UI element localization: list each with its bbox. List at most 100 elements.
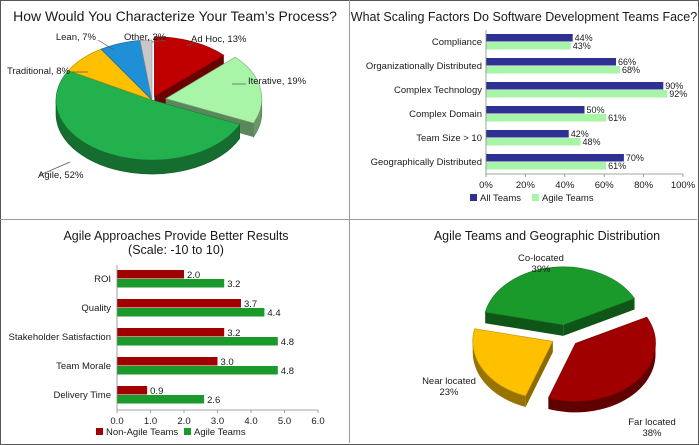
pie2-slice-side: [548, 343, 656, 413]
vertical-divider: [349, 0, 350, 443]
chart3-tick-label: 5.0: [278, 416, 291, 427]
pie2-slice: [484, 266, 635, 326]
chart3-bar: [117, 395, 205, 404]
chart3-bar: [117, 279, 225, 288]
chart3-tick-label: 0.0: [110, 416, 123, 427]
chart2-tick-label: 100%: [671, 180, 696, 191]
chart2-bar: [486, 114, 607, 122]
pie1-slice: [165, 56, 263, 124]
chart2-bar: [486, 66, 620, 74]
chart3-bar: [117, 366, 278, 375]
chart3-data-label: 4.8: [281, 337, 294, 348]
chart3-tick-label: 3.0: [211, 416, 224, 427]
chart2-category-label: Complex Domain: [409, 109, 482, 120]
chart3-legend-swatch: [184, 428, 191, 435]
chart3-data-label: 3.0: [221, 357, 234, 368]
chart2-data-label: 66%: [618, 57, 636, 67]
pie2-slice: [472, 328, 554, 397]
chart3-bar: [117, 357, 218, 366]
chart2-data-label: 61%: [608, 161, 626, 171]
chart3-data-label: 3.2: [227, 328, 240, 339]
chart2-bar: [486, 82, 664, 90]
chart2-bar: [486, 34, 573, 42]
chart3-bar: [117, 386, 148, 395]
pie1-leader-line: [186, 41, 196, 47]
pie1-leader-line: [97, 39, 115, 51]
chart3-category-label: Team Morale: [56, 361, 111, 372]
chart3-bar: [117, 328, 225, 337]
chart2-category-label: Team Size > 10: [416, 133, 482, 144]
chart2-category-label: Geographically Distributed: [371, 157, 482, 168]
pie2-slice-percent: 39%: [531, 264, 551, 275]
chart2-data-label: 61%: [608, 113, 626, 123]
chart3-category-label: Quality: [81, 303, 111, 314]
pie1-slice-label: Traditional, 8%: [7, 66, 71, 77]
chart3-data-label: 3.7: [244, 299, 257, 310]
chart2-data-label: 48%: [583, 137, 601, 147]
chart2-data-label: 50%: [587, 105, 605, 115]
pie1-slice-label: Agile, 52%: [38, 170, 84, 181]
chart2-legend-label: Agile Teams: [542, 193, 594, 204]
pie2-slice: [547, 316, 656, 402]
horizontal-divider: [0, 219, 697, 220]
chart3-data-label: 3.2: [227, 279, 240, 290]
chart3-category-label: Stakeholder Satisfaction: [9, 332, 111, 343]
chart2-legend-swatch: [470, 194, 477, 201]
chart3-data-label: 2.6: [207, 395, 220, 406]
chart2-tick-label: 80%: [634, 180, 654, 191]
chart3-subtitle: (Scale: -10 to 10): [128, 243, 224, 257]
chart2-category-label: Organizationally Distributed: [366, 61, 482, 72]
chart2-category-label: Complex Technology: [394, 85, 482, 96]
chart2-data-label: 43%: [573, 41, 591, 51]
pie2-slice-side: [472, 341, 526, 407]
chart2-tick-label: 0%: [479, 180, 493, 191]
chart2-bar: [486, 130, 569, 138]
chart3-bar: [117, 299, 241, 308]
chart3-bar: [117, 337, 278, 346]
pie2-slice-label: Far located: [628, 417, 676, 428]
chart3-bar: [117, 270, 184, 279]
pie1-leader-line: [151, 39, 167, 43]
chart2-tick-label: 20%: [516, 180, 536, 191]
chart2-data-label: 68%: [622, 65, 640, 75]
chart2-tick-label: 60%: [595, 180, 615, 191]
chart2-data-label: 44%: [575, 33, 593, 43]
pie1-slice: [154, 36, 225, 98]
chart3-tick-label: 4.0: [244, 416, 257, 427]
chart2-data-label: 42%: [571, 129, 589, 139]
pie2-slice-edge: [525, 341, 553, 407]
chart2-tick-label: 40%: [555, 180, 575, 191]
chart2-bar: [486, 162, 607, 170]
chart3-data-label: 4.4: [267, 308, 280, 319]
pie1-slice-label: Ad Hoc, 13%: [191, 34, 247, 45]
chart2-bar: [486, 106, 585, 114]
chart3-title: Agile Approaches Provide Better Results: [63, 229, 288, 243]
chart2-bar: [486, 90, 668, 98]
chart2-legend-label: All Teams: [480, 193, 521, 204]
chart2-title: What Scaling Factors Do Software Develop…: [351, 10, 697, 24]
chart2-category-label: Compliance: [432, 37, 482, 48]
chart3-data-label: 2.0: [187, 270, 200, 281]
chart3-data-label: 0.9: [150, 386, 163, 397]
chart3-legend-label: Non-Agile Teams: [106, 427, 178, 438]
chart2-data-label: 70%: [626, 153, 644, 163]
chart2-bar: [486, 154, 624, 162]
chart2-data-label: 92%: [669, 89, 687, 99]
pie2-slice-label: Co-located: [518, 253, 564, 264]
chart1-title: How Would You Characterize Your Team’s P…: [13, 8, 337, 24]
pie1-slice-label: Lean, 7%: [56, 32, 97, 43]
chart3-category-label: Delivery Time: [53, 390, 111, 401]
chart2-bar: [486, 58, 617, 66]
chart2-bar: [486, 42, 571, 50]
chart3-data-label: 4.8: [281, 366, 294, 377]
chart2-legend-swatch: [532, 194, 539, 201]
chart4-title: Agile Teams and Geographic Distribution: [434, 229, 660, 243]
pie2-slice-percent: 38%: [642, 428, 662, 439]
chart3-bar: [117, 308, 265, 317]
pie1-slice: [139, 39, 153, 101]
chart3-tick-label: 2.0: [177, 416, 190, 427]
chart2-bar: [486, 138, 581, 146]
pie2-slice-edge: [563, 298, 635, 336]
chart3-tick-label: 6.0: [311, 416, 324, 427]
